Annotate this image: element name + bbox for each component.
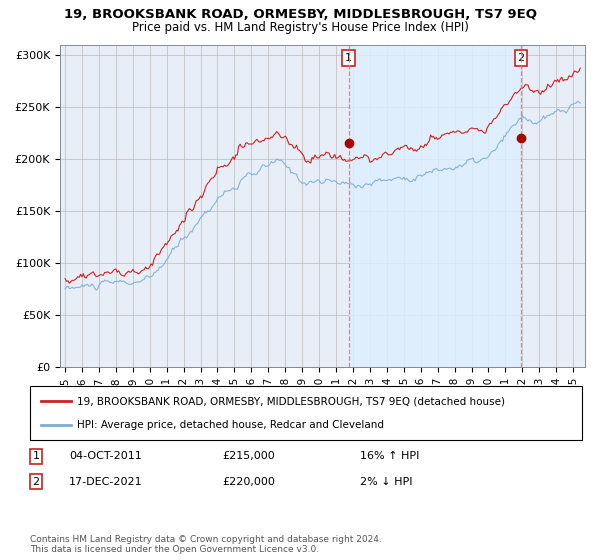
Text: 1: 1 <box>32 451 40 461</box>
Text: 16% ↑ HPI: 16% ↑ HPI <box>360 451 419 461</box>
Text: £215,000: £215,000 <box>222 451 275 461</box>
Text: £220,000: £220,000 <box>222 477 275 487</box>
Text: 19, BROOKSBANK ROAD, ORMESBY, MIDDLESBROUGH, TS7 9EQ: 19, BROOKSBANK ROAD, ORMESBY, MIDDLESBRO… <box>64 8 536 21</box>
Bar <box>349 45 521 367</box>
FancyBboxPatch shape <box>30 386 582 440</box>
Text: Contains HM Land Registry data © Crown copyright and database right 2024.
This d: Contains HM Land Registry data © Crown c… <box>30 535 382 554</box>
Text: 2% ↓ HPI: 2% ↓ HPI <box>360 477 413 487</box>
Text: 2: 2 <box>517 53 524 63</box>
Text: 2: 2 <box>32 477 40 487</box>
Text: 17-DEC-2021: 17-DEC-2021 <box>69 477 143 487</box>
Text: HPI: Average price, detached house, Redcar and Cleveland: HPI: Average price, detached house, Redc… <box>77 419 384 430</box>
Text: 1: 1 <box>345 53 352 63</box>
Text: 19, BROOKSBANK ROAD, ORMESBY, MIDDLESBROUGH, TS7 9EQ (detached house): 19, BROOKSBANK ROAD, ORMESBY, MIDDLESBRO… <box>77 396 505 407</box>
Text: 04-OCT-2011: 04-OCT-2011 <box>69 451 142 461</box>
Text: Price paid vs. HM Land Registry's House Price Index (HPI): Price paid vs. HM Land Registry's House … <box>131 21 469 34</box>
